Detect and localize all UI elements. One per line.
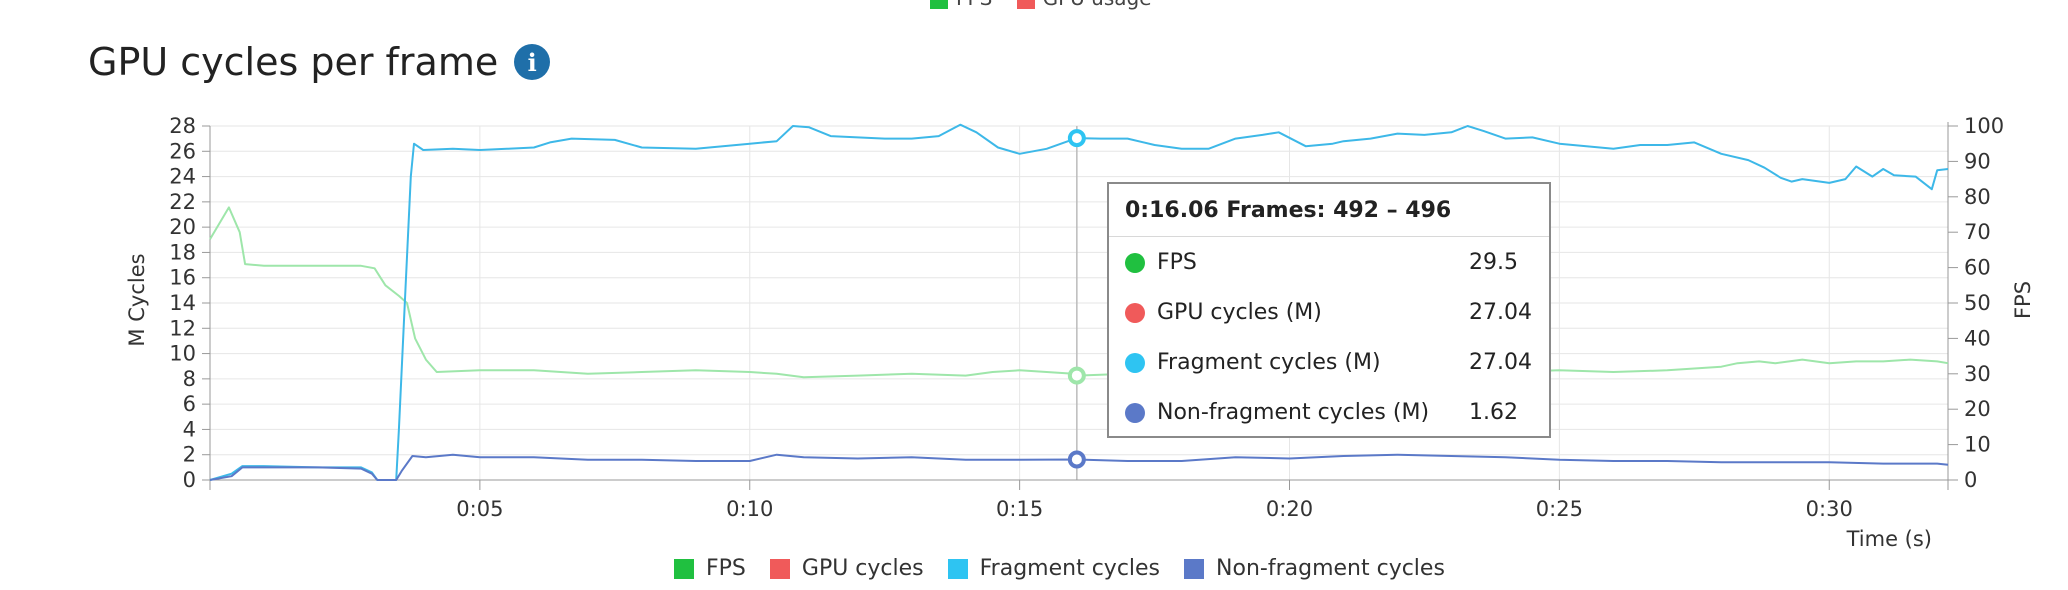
x-tick-label: 0:05 xyxy=(456,497,503,521)
y-right-tick-label: 30 xyxy=(1964,362,1991,386)
tooltip-label: FPS xyxy=(1157,250,1197,275)
y-axis-label-left: M Cycles xyxy=(125,253,149,346)
top-legend-swatch-gpu-usage xyxy=(1016,0,1035,9)
tooltip-title: 0:16.06 Frames: 492 – 496 xyxy=(1125,198,1452,223)
top-legend-item-fps[interactable]: FPS xyxy=(930,0,999,10)
legend-label: FPS xyxy=(706,556,746,581)
legend-label: GPU cycles xyxy=(801,556,924,581)
legend-item-fragment-cycles[interactable]: Fragment cycles xyxy=(947,556,1161,581)
y-left-tick-label: 22 xyxy=(169,190,196,214)
tooltip-row-fps: FPS 29.5 xyxy=(1109,237,1549,287)
grid-lines xyxy=(210,125,1948,480)
y-left-tick-label: 24 xyxy=(169,165,196,189)
non-fragment-cycles-dot-icon xyxy=(1125,403,1145,423)
fragment-cycles-marker xyxy=(1067,129,1086,148)
y-left-tick-label: 4 xyxy=(183,417,196,441)
fps-marker xyxy=(1067,366,1086,385)
fragment-cycles-dot-icon xyxy=(1125,353,1145,373)
y-left-tick-label: 8 xyxy=(183,367,196,391)
tooltip-label: GPU cycles (M) xyxy=(1157,300,1322,325)
y-right-tick-label: 90 xyxy=(1964,149,1991,173)
y-left-tick-label: 28 xyxy=(169,114,196,138)
x-axis-label: Time (s) xyxy=(1846,527,1932,551)
legend-swatch-fps xyxy=(674,558,694,579)
y-right-tick-label: 0 xyxy=(1964,468,1977,492)
info-icon[interactable]: i xyxy=(514,44,551,80)
y-right-tick-label: 80 xyxy=(1964,185,1991,209)
series-line-non-fragment-cycles xyxy=(209,453,1949,481)
y-right-tick-label: 10 xyxy=(1964,433,1991,457)
legend-label: Fragment cycles xyxy=(979,556,1161,581)
top-legend-label: FPS xyxy=(956,0,992,10)
hover-markers xyxy=(1067,129,1086,469)
legend-swatch-gpu-cycles xyxy=(769,558,790,579)
tooltip-value: 27.04 xyxy=(1469,300,1532,325)
x-tick-label: 0:15 xyxy=(996,497,1043,521)
chart-title: GPU cycles per frame xyxy=(88,40,499,84)
tooltip-divider xyxy=(1109,236,1549,237)
x-tick-label: 0:20 xyxy=(1266,497,1313,521)
chart-tooltip: 0:16.06 Frames: 492 – 496 FPS 29.5 GPU c… xyxy=(1107,182,1551,438)
y-left-tick-label: 16 xyxy=(169,266,196,290)
x-tick-label: 0:10 xyxy=(726,497,773,521)
chart-legend: FPS GPU cycles Fragment cycles Non-fragm… xyxy=(674,556,1469,581)
y-right-tick-label: 40 xyxy=(1964,326,1991,350)
y-left-tick-label: 2 xyxy=(183,443,196,467)
tooltip-row-fragment-cycles: Fragment cycles (M) 27.04 xyxy=(1109,337,1549,387)
tooltip-label: Fragment cycles (M) xyxy=(1157,350,1381,375)
legend-label: Non-fragment cycles xyxy=(1216,556,1445,581)
legend-item-non-fragment-cycles[interactable]: Non-fragment cycles xyxy=(1184,556,1445,581)
tooltip-value: 27.04 xyxy=(1469,350,1532,375)
y-right-tick-label: 50 xyxy=(1964,291,1991,315)
legend-swatch-fragment-cycles xyxy=(947,558,968,579)
top-legend-label: GPU usage xyxy=(1043,0,1152,10)
y-left-tick-label: 20 xyxy=(169,215,196,239)
y-left-tick-label: 6 xyxy=(183,392,196,416)
series-line-fps xyxy=(209,206,1949,379)
top-legend: FPS GPU usage xyxy=(930,0,1170,10)
tooltip-value: 29.5 xyxy=(1469,250,1518,275)
legend-swatch-non-fragment-cycles xyxy=(1184,558,1205,579)
top-legend-swatch-fps xyxy=(930,0,948,9)
fps-dot-icon xyxy=(1125,253,1145,273)
y-left-tick-label: 18 xyxy=(169,240,196,264)
gpu-cycles-dot-icon xyxy=(1125,303,1145,323)
y-right-tick-label: 100 xyxy=(1964,114,2004,138)
y-axis-label-right: FPS xyxy=(2011,281,2035,319)
top-legend-item-gpu-usage[interactable]: GPU usage xyxy=(1016,0,1152,10)
y-right-tick-label: 70 xyxy=(1964,220,1991,244)
tooltip-value: 1.62 xyxy=(1469,400,1518,425)
axes: 0246810121416182022242628010203040506070… xyxy=(169,114,2004,521)
y-left-tick-label: 14 xyxy=(169,291,196,315)
legend-item-gpu-cycles[interactable]: GPU cycles xyxy=(769,556,924,581)
tooltip-row-gpu-cycles: GPU cycles (M) 27.04 xyxy=(1109,287,1549,337)
series-lines xyxy=(209,123,1949,481)
non-fragment-cycles-marker xyxy=(1067,450,1086,469)
y-right-tick-label: 60 xyxy=(1964,256,1991,280)
tooltip-row-non-fragment-cycles: Non-fragment cycles (M) 1.62 xyxy=(1109,387,1549,437)
y-left-tick-label: 12 xyxy=(169,316,196,340)
y-left-tick-label: 26 xyxy=(169,139,196,163)
series-line-fragment-cycles xyxy=(209,123,1949,481)
x-tick-label: 0:25 xyxy=(1536,497,1583,521)
x-tick-label: 0:30 xyxy=(1806,497,1853,521)
legend-item-fps[interactable]: FPS xyxy=(674,556,746,581)
tooltip-label: Non-fragment cycles (M) xyxy=(1157,400,1430,425)
y-right-tick-label: 20 xyxy=(1964,397,1991,421)
y-left-tick-label: 10 xyxy=(169,342,196,366)
chart-header: GPU cycles per frame i xyxy=(88,40,551,84)
y-left-tick-label: 0 xyxy=(183,468,196,492)
